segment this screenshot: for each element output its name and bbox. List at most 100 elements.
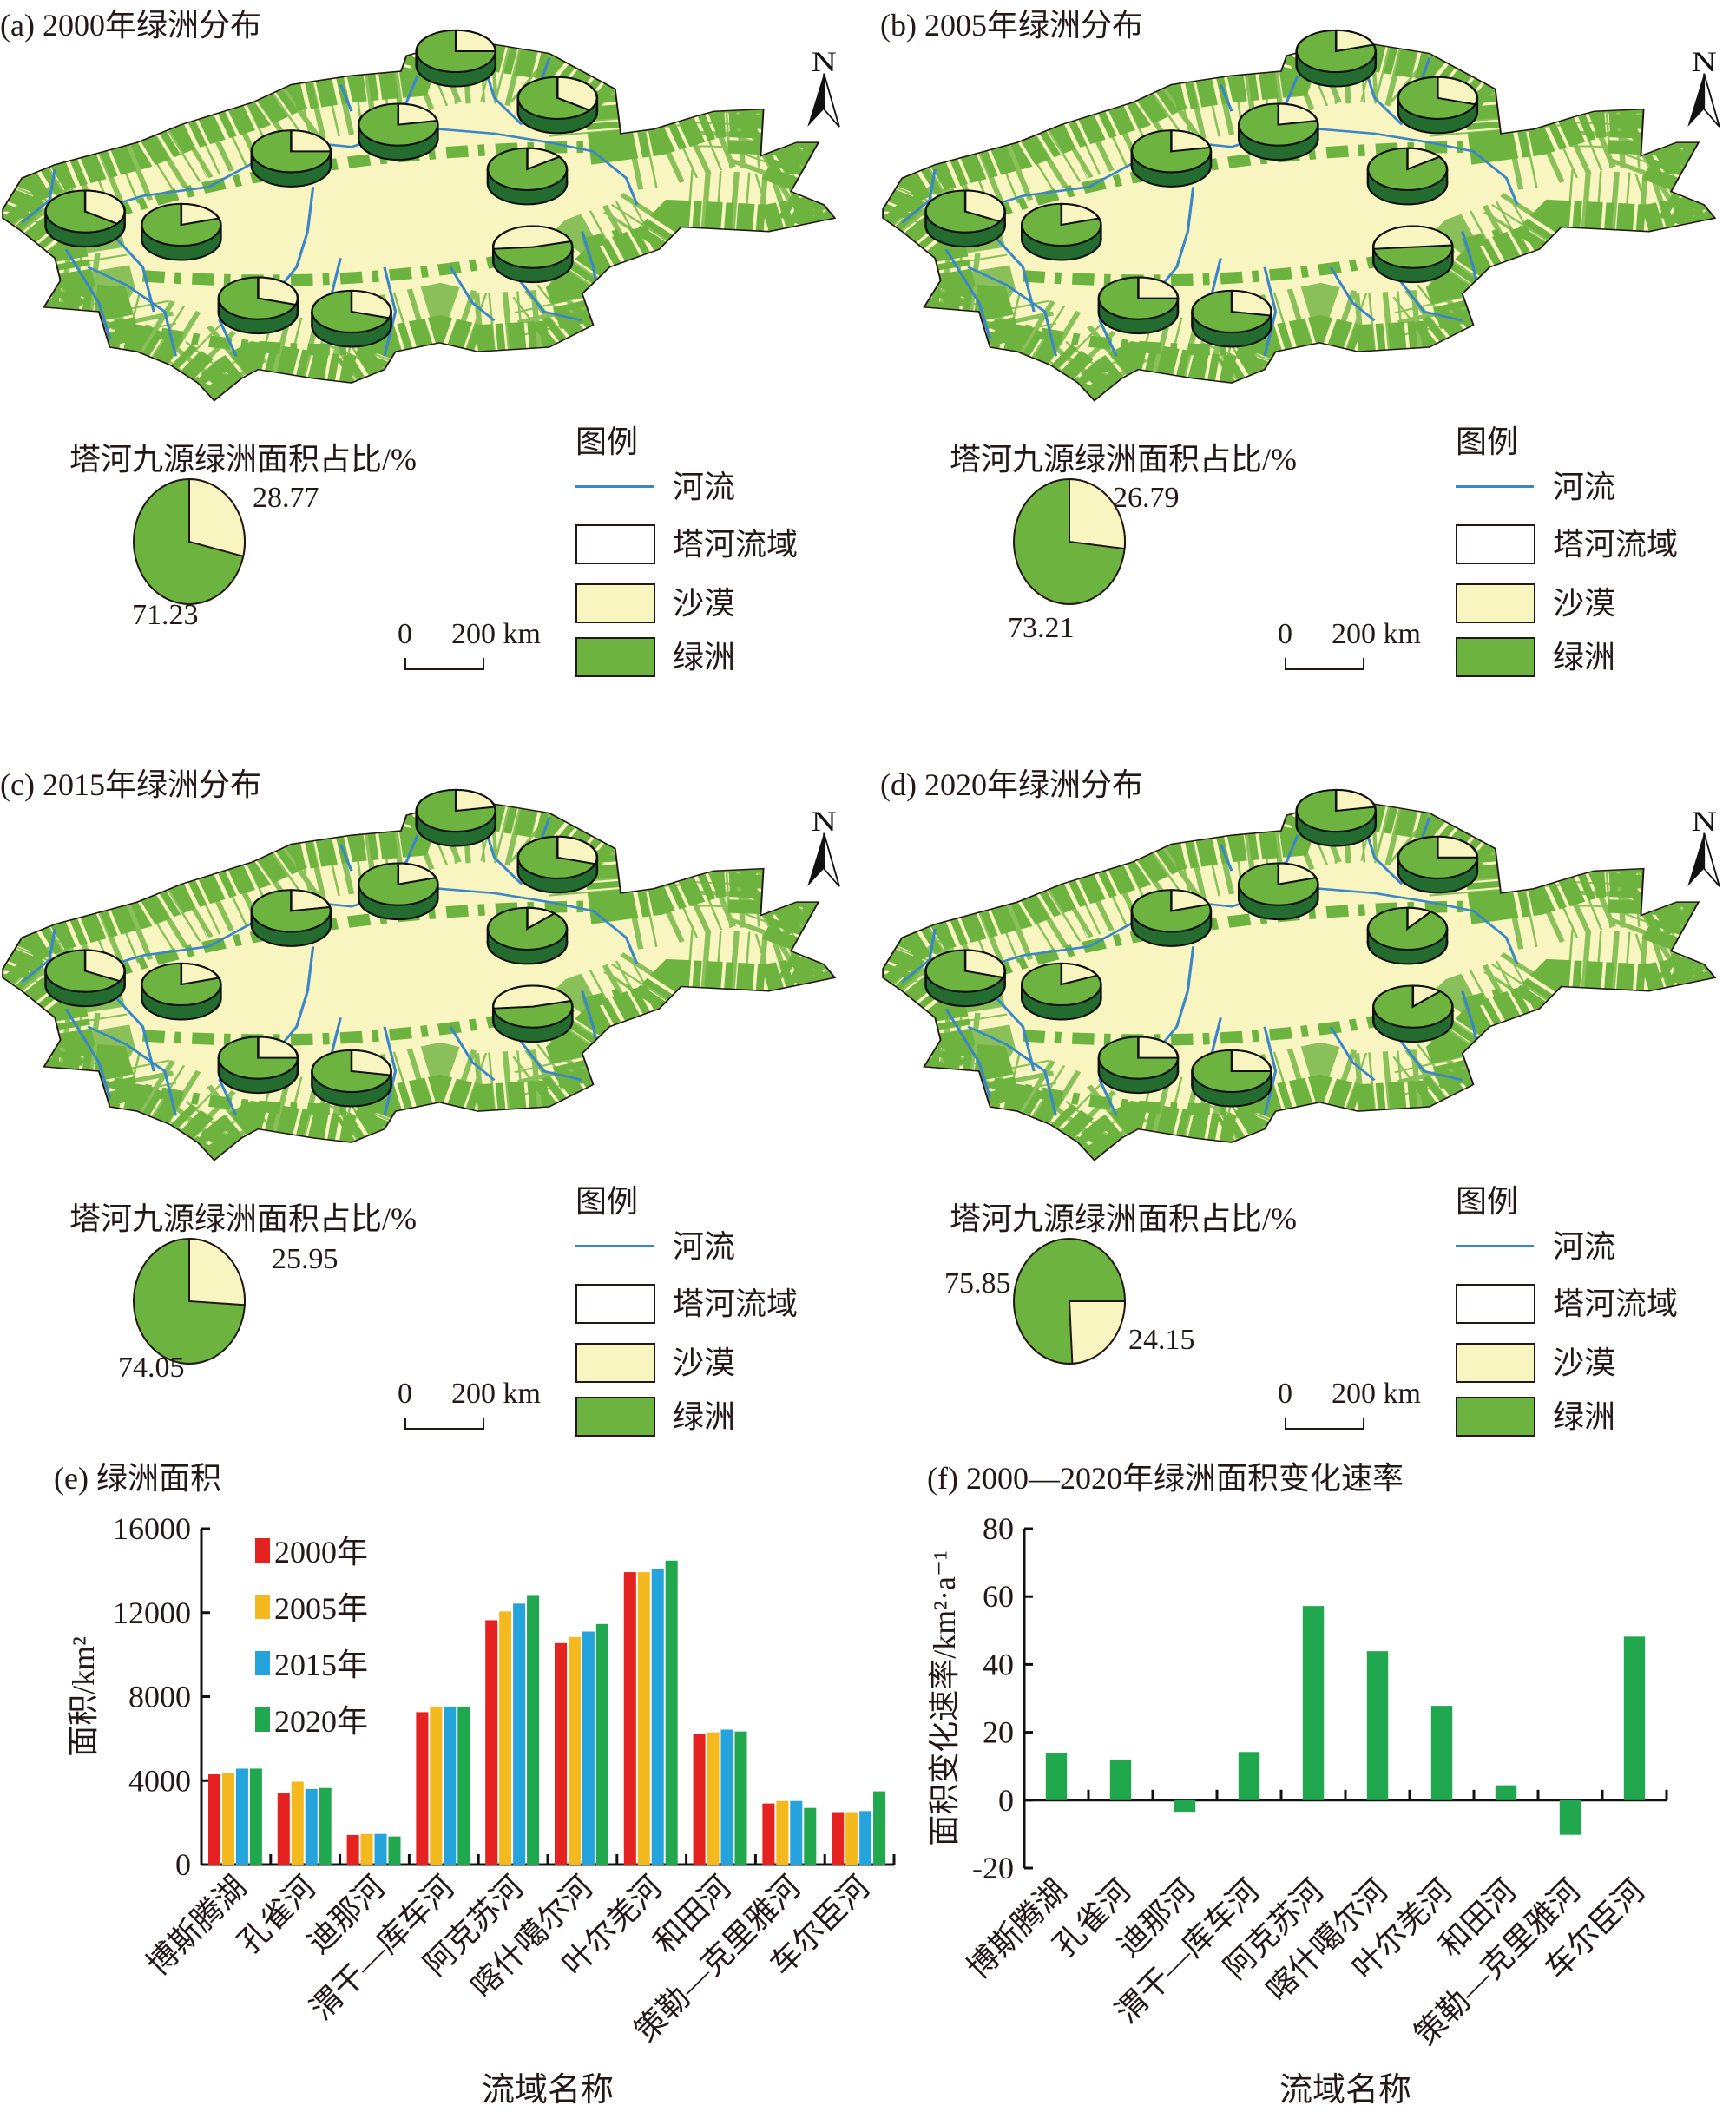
basin-pie (140, 962, 222, 1021)
legend-river: 河流 (1456, 1227, 1716, 1267)
rate-bar (1238, 1752, 1260, 1800)
y-tick-label: 80 (983, 1511, 1014, 1546)
legend-heading: 图例 (1456, 1184, 1519, 1219)
bar-2015 (582, 1631, 595, 1865)
desert-share-label: 25.95 (272, 1243, 339, 1275)
basin-swatch (1456, 524, 1535, 564)
category-label: 迪那河 (1111, 1872, 1202, 1964)
basin-pie (516, 76, 599, 135)
map-title: (c) 2015年绿洲分布 (0, 767, 261, 802)
rate-bar (1430, 1706, 1453, 1800)
north-arrow-icon (1687, 73, 1720, 128)
category-label: 博斯腾湖 (961, 1872, 1074, 1985)
scale-bar (404, 1418, 484, 1430)
pie-top-desert (454, 788, 496, 813)
desert-share-label: 26.79 (1113, 482, 1180, 514)
river-line (108, 990, 155, 1072)
map-panel-b: N (b) 2005年绿洲分布 塔河九源绿洲面积占比/% 26.79 73.21… (880, 0, 1736, 747)
legend-heading: 图例 (575, 424, 639, 459)
river-line (383, 1026, 398, 1116)
legend-label: 2020年 (274, 1704, 368, 1739)
share-pie-desert (1068, 1300, 1127, 1365)
pie-top-desert (1137, 1036, 1180, 1059)
legend-label: 沙漠 (1553, 586, 1616, 621)
scale-zero: 0 (1278, 1378, 1292, 1410)
y-tick-label: -20 (972, 1851, 1014, 1885)
legend-label: 河流 (1553, 470, 1616, 504)
desert-swatch (575, 583, 655, 623)
rate-bar (1559, 1799, 1581, 1835)
legend-oasis: 绿洲 (1456, 1397, 1716, 1437)
category-label: 和田河 (1432, 1872, 1523, 1964)
basin-pie (140, 202, 222, 261)
north-arrow-right (1703, 73, 1720, 128)
legend-oasis: 绿洲 (1456, 637, 1716, 677)
oasis-share-pie (133, 1237, 246, 1365)
scale-zero: 0 (1278, 618, 1292, 650)
river-line (339, 84, 353, 112)
oasis-share-pie (133, 477, 246, 605)
basin-pie (491, 984, 574, 1043)
pie-top-desert (1411, 984, 1443, 1009)
rate-bar (1109, 1759, 1132, 1800)
oasis-map: N (2, 29, 840, 402)
basin-pie (1237, 102, 1319, 161)
category-label: 阿克苏河 (1218, 1872, 1331, 1985)
basin-pie (415, 788, 497, 847)
basin-pie (1371, 225, 1454, 284)
basin-pie (1295, 788, 1378, 847)
pie-top-desert (257, 1036, 299, 1059)
legend-label: 2005年 (274, 1591, 368, 1626)
basin-boundary (2, 43, 837, 402)
bar-2000 (346, 1834, 359, 1865)
bar-2005 (845, 1812, 858, 1865)
pie-top-desert (257, 276, 299, 306)
oasis-map: N (882, 29, 1720, 402)
bar-2000 (554, 1642, 568, 1865)
bar-2015 (513, 1603, 526, 1865)
basin-pie (1097, 276, 1180, 335)
basin-pie (1397, 76, 1479, 135)
north-arrow-left (1687, 832, 1705, 887)
basin-pie (1130, 889, 1213, 947)
legend-basin: 塔河流域 (1456, 524, 1716, 564)
river-line (1219, 844, 1233, 872)
pie-top-desert (492, 984, 573, 1010)
category-label: 策勒—克里雅河 (1408, 1872, 1587, 2051)
river-line (449, 1026, 496, 1082)
map-panel-a: N (a) 2000年绿洲分布 塔河九源绿洲面积占比/% 28.77 71.23… (0, 0, 868, 747)
bar-2020 (527, 1595, 540, 1865)
oasis-share-label: 74.05 (118, 1352, 185, 1384)
north-label: N (1692, 46, 1717, 78)
share-pie-title: 塔河九源绿洲面积占比/% (69, 1201, 417, 1236)
basin-pie (250, 889, 332, 947)
scale-zero: 0 (398, 618, 412, 650)
legend-river: 河流 (1456, 467, 1716, 507)
basin-pie (924, 949, 1006, 1008)
basin-pie (1097, 1036, 1180, 1095)
legend-label: 塔河流域 (1553, 527, 1679, 562)
map-title: (a) 2000年绿洲分布 (0, 8, 261, 43)
bar-2020 (457, 1706, 470, 1865)
oasis-share-label: 71.23 (132, 599, 199, 631)
basin-pie (1371, 984, 1454, 1043)
share-pie-title: 塔河九源绿洲面积占比/% (69, 442, 417, 477)
river-line (515, 275, 583, 322)
bar-2005 (291, 1781, 304, 1865)
basin-pie (250, 129, 332, 188)
oasis-swatch (1456, 637, 1535, 677)
category-label: 渭干—库车河 (1109, 1872, 1266, 2030)
river-line (108, 230, 155, 313)
desert-swatch (575, 1343, 655, 1383)
basin-pie (357, 862, 439, 921)
bar-2000 (416, 1712, 429, 1865)
legend-river: 河流 (575, 1227, 836, 1267)
river-line (1219, 84, 1233, 112)
legend-swatch (255, 1651, 270, 1675)
pie-top-desert (526, 147, 562, 171)
north-arrow-right (823, 73, 840, 128)
river-line (339, 844, 353, 872)
river-line (1329, 1026, 1376, 1082)
share-pie-desert (1069, 477, 1126, 550)
category-label: 渭干—库车河 (304, 1869, 461, 2026)
